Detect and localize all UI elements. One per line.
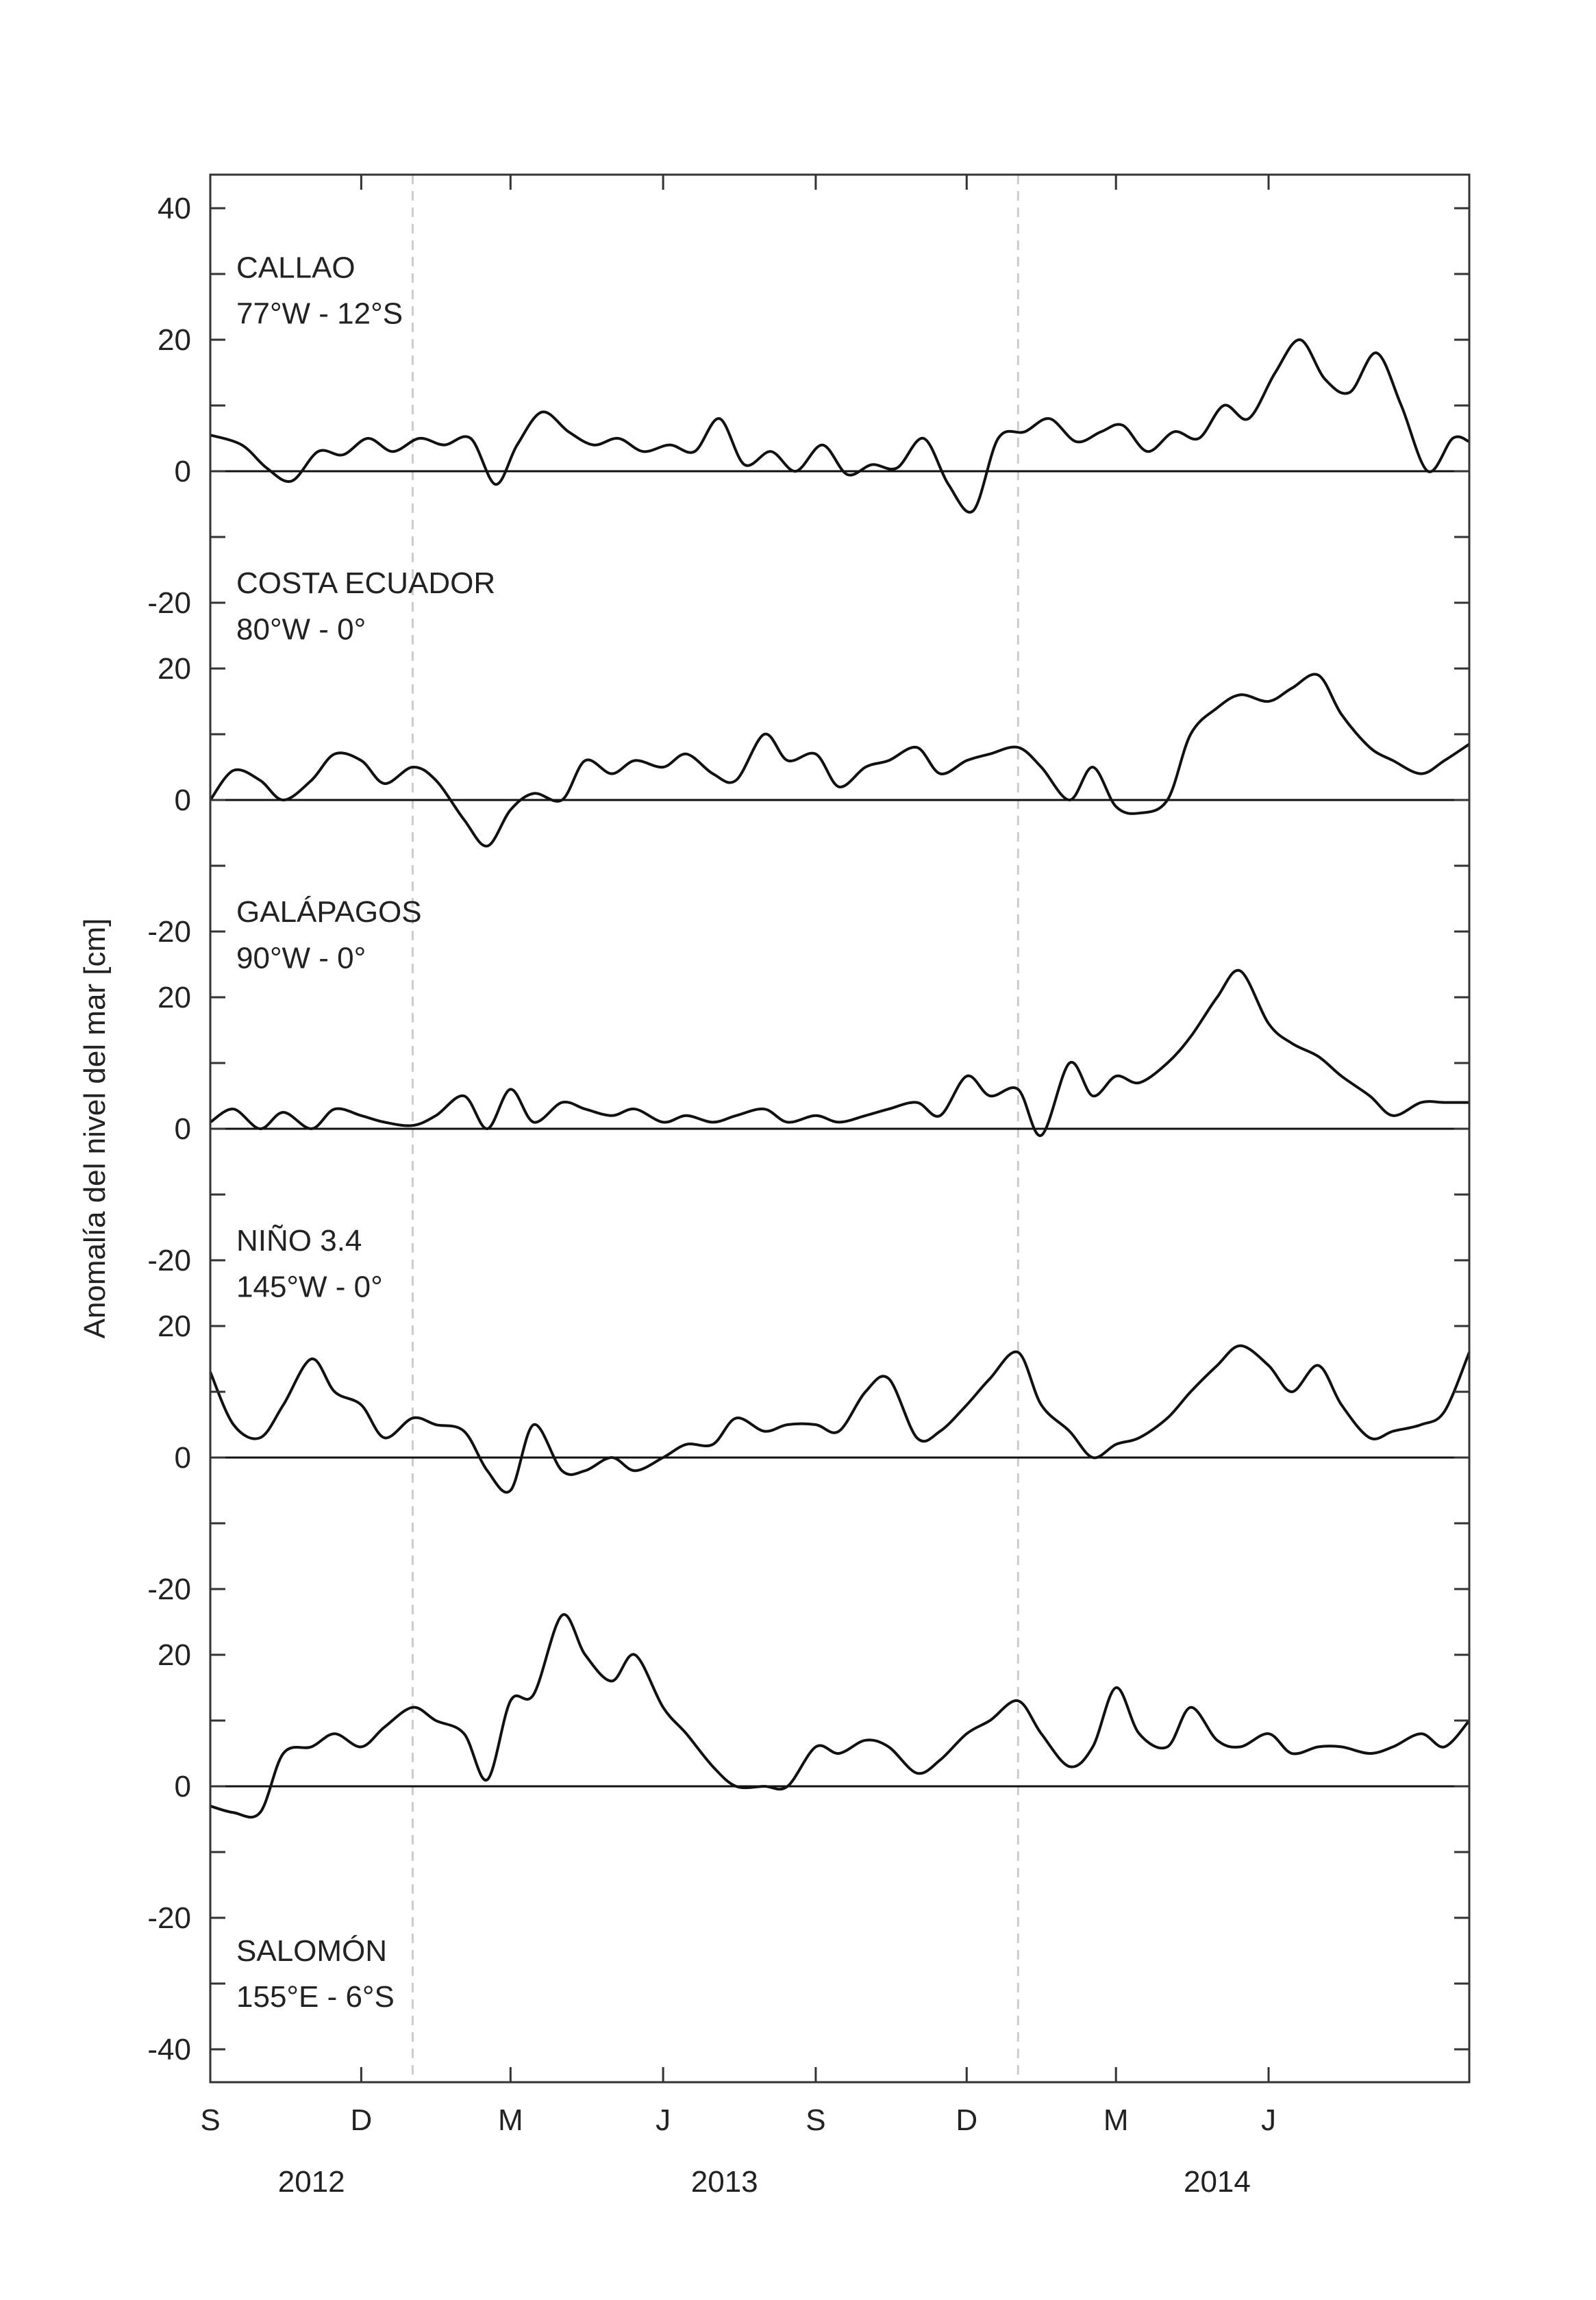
x-tick-label: S — [200, 2103, 220, 2137]
chart-axes — [209, 173, 1471, 2084]
year-label: 2012 — [278, 2165, 345, 2199]
chart-labels: Anomalía del nivel del mar [cm] 40 20 0 -20… — [78, 192, 1276, 2199]
y-tick-label: -20 — [147, 1901, 191, 1935]
series-line-gal-pagos — [209, 968, 1469, 1137]
y-tick-label: 20 — [158, 1638, 191, 1672]
panel-coords-label: 155°E - 6°S — [236, 1980, 395, 2014]
y-tick-label: -20 — [147, 1244, 191, 1277]
x-tick-label: J — [656, 2103, 671, 2137]
panel-name-label: GALÁPAGOS — [236, 895, 422, 929]
series-line-callao — [210, 338, 1470, 514]
panel-name-label: COSTA ECUADOR — [236, 566, 495, 600]
y-tick-label: 20 — [158, 323, 191, 357]
panel-name-label: SALOMÓN — [236, 1934, 387, 1968]
y-tick-label: 0 — [175, 1112, 191, 1146]
panel-coords-label: 77°W - 12°S — [236, 297, 403, 331]
series-line-costa-ecuador — [209, 673, 1471, 848]
y-tick-label: 20 — [158, 1310, 191, 1343]
y-tick-label: -20 — [147, 915, 191, 949]
y-tick-label: 0 — [175, 784, 191, 817]
y-tick-label: 20 — [158, 981, 191, 1014]
x-tick-label: D — [956, 2103, 977, 2137]
y-tick-label: -20 — [147, 586, 191, 620]
series-line-salom-n — [210, 1613, 1471, 1819]
panel-name-label: NIÑO 3.4 — [236, 1223, 362, 1258]
year-label: 2013 — [691, 2165, 758, 2199]
chart-grid — [210, 175, 1469, 2082]
y-tick-label: 40 — [158, 192, 191, 225]
panel-name-label: CALLAO — [236, 251, 356, 284]
y-tick-label: -20 — [147, 1573, 191, 1606]
y-axis-label: Anomalía del nivel del mar [cm] — [78, 918, 112, 1339]
y-tick-label: 0 — [175, 455, 191, 488]
y-tick-label: 0 — [175, 1441, 191, 1475]
x-tick-label: J — [1261, 2103, 1276, 2137]
x-tick-label: M — [1104, 2103, 1129, 2137]
panel-coords-label: 145°W - 0° — [236, 1270, 383, 1303]
chart-series — [209, 338, 1471, 1819]
x-tick-label: S — [806, 2103, 825, 2137]
y-tick-label: 20 — [158, 652, 191, 686]
panel-coords-label: 90°W - 0° — [236, 941, 366, 975]
y-tick-label: -40 — [147, 2033, 191, 2066]
panel-coords-label: 80°W - 0° — [236, 612, 366, 646]
year-label: 2014 — [1184, 2165, 1251, 2199]
series-line-ni-o-3-4 — [209, 1344, 1471, 1494]
x-tick-label: D — [350, 2103, 372, 2137]
x-tick-label: M — [498, 2103, 523, 2137]
y-tick-label: 0 — [175, 1770, 191, 1803]
